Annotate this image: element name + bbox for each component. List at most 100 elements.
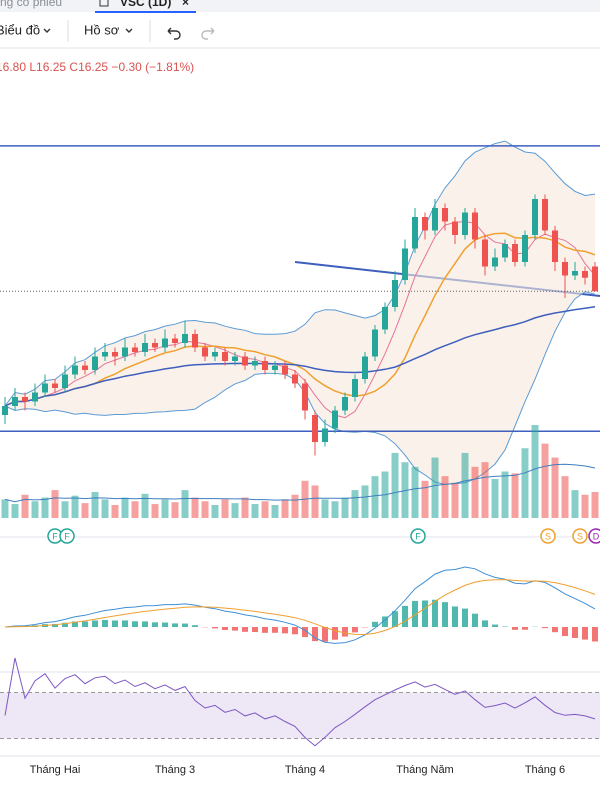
macd-hist <box>422 600 428 627</box>
volume-bar <box>251 504 259 518</box>
volume-bar <box>231 503 239 518</box>
redo[interactable] <box>201 27 215 40</box>
macd-hist <box>302 627 308 638</box>
volume-bar <box>311 485 319 518</box>
candle-body <box>92 356 98 370</box>
tab[interactable]: ng cổ phiếu <box>0 0 62 9</box>
ma-slow <box>4 306 596 407</box>
candle-body <box>42 383 48 393</box>
macd-hist <box>112 620 118 627</box>
macd-hist <box>542 627 548 629</box>
volume-bar <box>571 490 579 518</box>
volume-bar <box>461 452 469 518</box>
volume-bar <box>471 466 479 518</box>
candle-body <box>252 361 258 366</box>
candle-body <box>362 356 368 379</box>
macd-hist <box>122 620 128 627</box>
volume-bar <box>121 497 129 518</box>
event-label: F <box>64 531 70 541</box>
candle-body <box>462 212 468 235</box>
profile-menu[interactable]: Hồ sơ <box>84 22 120 37</box>
candle-body <box>172 338 178 343</box>
tab-active[interactable]: VSC (1D) <box>120 0 171 9</box>
event-marker <box>410 528 426 544</box>
candle-body <box>272 365 278 370</box>
macd-hist <box>242 627 248 632</box>
event-marker <box>572 528 588 544</box>
volume-bar <box>21 494 29 518</box>
time-label: Tháng Hai <box>30 764 81 776</box>
volume-bar <box>271 504 279 518</box>
volume-bar <box>141 493 149 518</box>
volume-bar <box>411 466 419 518</box>
event-label: F <box>415 531 421 541</box>
candle-body <box>2 406 8 415</box>
macd-hist <box>552 627 558 633</box>
volume-bar <box>71 495 79 518</box>
volume-bar <box>371 476 379 518</box>
macd-hist <box>572 627 578 638</box>
macd-hist <box>312 627 318 642</box>
macd-hist <box>62 622 68 627</box>
candle-body <box>182 334 188 343</box>
candle-body <box>512 244 518 262</box>
macd-hist <box>462 608 468 627</box>
candle-body <box>552 230 558 262</box>
candle-body <box>532 199 538 235</box>
volume-bar <box>211 504 219 518</box>
macd-hist <box>352 627 358 633</box>
macd-hist <box>262 627 268 633</box>
ohlc-legend: 16.80 L16.25 C16.25 −0.30 (−1.81%) <box>0 60 194 74</box>
candle-body <box>262 361 268 370</box>
macd-hist <box>342 627 348 637</box>
candle-body <box>372 329 378 357</box>
macd-hist <box>102 619 108 627</box>
volume-bar <box>501 471 509 518</box>
candle-body <box>22 397 28 402</box>
candle-body <box>422 217 428 231</box>
candle-body <box>482 239 488 267</box>
undo[interactable] <box>167 27 181 40</box>
volume-bar <box>81 503 89 518</box>
chart-menu[interactable]: Biểu đồ <box>0 22 40 37</box>
candle-body <box>32 392 38 402</box>
macd-hist <box>252 627 258 633</box>
macd-hist <box>382 616 388 627</box>
macd-hist <box>452 606 458 627</box>
macd-hist <box>392 611 398 627</box>
volume-bar <box>91 491 99 518</box>
volume-bar <box>481 462 489 518</box>
volume-bar <box>431 457 439 518</box>
volume-bar <box>291 494 299 518</box>
macd-hist <box>332 627 338 640</box>
volume-bar <box>321 499 329 518</box>
volume-bar <box>391 452 399 518</box>
volume-bar <box>551 457 559 518</box>
chevron <box>43 28 51 33</box>
volume-bar <box>181 490 189 518</box>
event-marker <box>540 528 556 544</box>
candle-body <box>212 352 218 357</box>
candle-body <box>542 199 548 231</box>
macd-hist <box>172 623 178 627</box>
macd-hist <box>222 627 228 631</box>
candle-body <box>122 347 128 357</box>
candle-body <box>562 262 568 276</box>
tab-close[interactable]: × <box>182 0 189 9</box>
candle-body <box>322 428 328 442</box>
volume-bar <box>331 501 339 518</box>
volume-bar <box>491 478 499 518</box>
candle-body <box>72 365 78 375</box>
candle-body <box>432 208 438 231</box>
candle-body <box>572 271 578 276</box>
event-marker <box>59 528 75 544</box>
candle-body <box>522 235 528 262</box>
macd-hist <box>52 623 58 627</box>
event-marker <box>588 528 600 544</box>
volume-bar <box>341 497 349 518</box>
chevron <box>125 28 133 33</box>
candle-body <box>112 352 118 357</box>
macd-hist <box>232 627 238 631</box>
event-label: S <box>545 531 551 541</box>
macd-hist <box>162 622 168 627</box>
